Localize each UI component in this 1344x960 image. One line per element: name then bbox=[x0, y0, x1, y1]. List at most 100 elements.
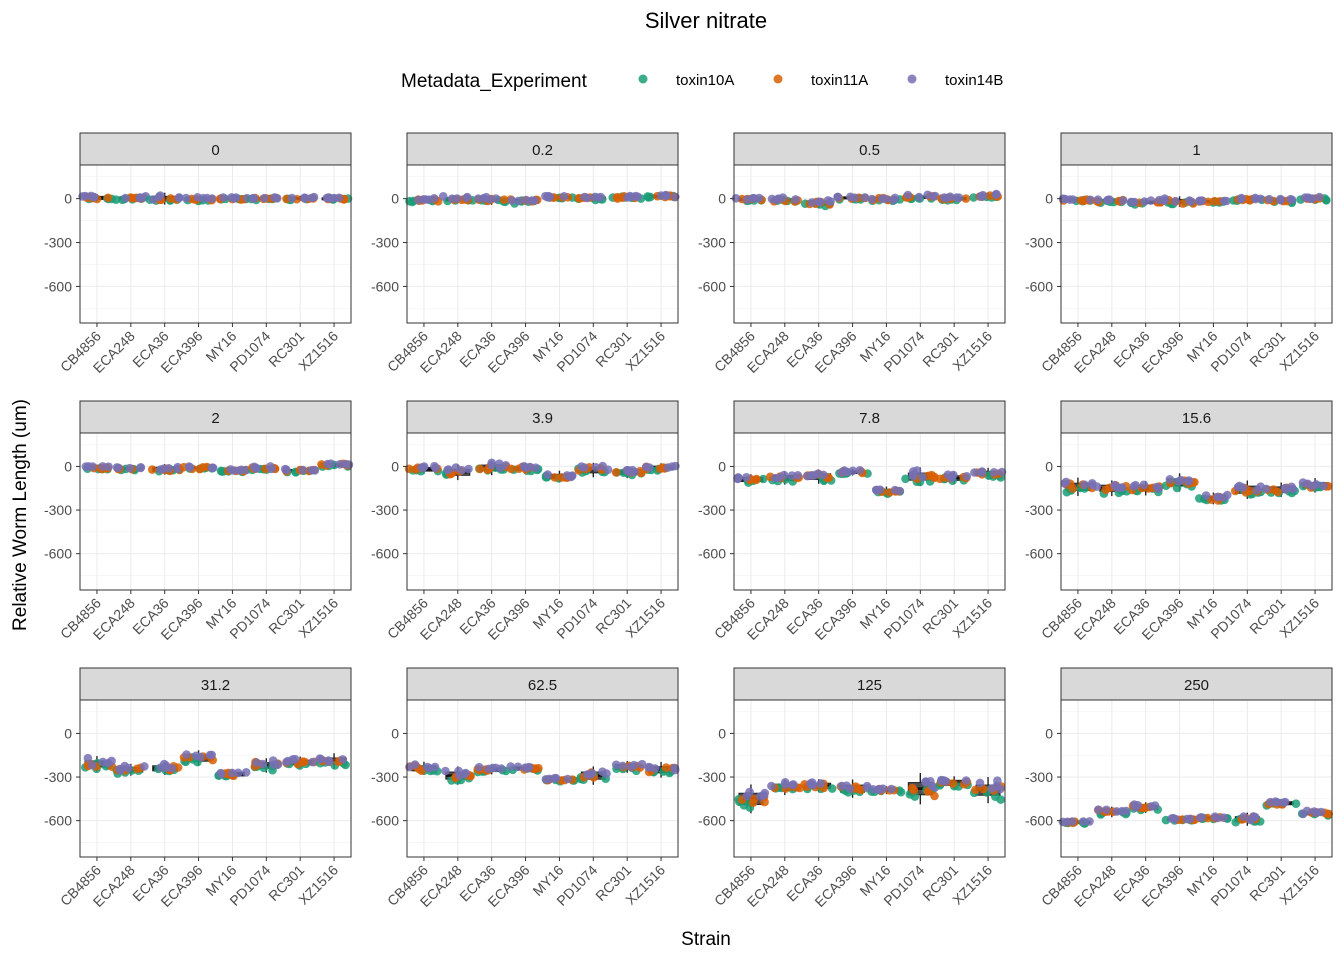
data-point-toxin14B bbox=[1152, 482, 1162, 492]
data-point-toxin14B bbox=[975, 778, 985, 788]
data-point-toxin14B bbox=[912, 466, 922, 475]
data-point-toxin14B bbox=[1165, 475, 1175, 484]
facet-strip bbox=[79, 132, 352, 166]
y-tick-label: 0 bbox=[1045, 725, 1053, 741]
data-point-toxin14B bbox=[298, 465, 308, 475]
y-tick-label: -300 bbox=[1025, 235, 1053, 251]
facet-panel: 0.20-300-600CB4856ECA248ECA36ECA396MY16P… bbox=[371, 132, 680, 376]
data-point-toxin14B bbox=[308, 757, 317, 767]
panel-border bbox=[406, 699, 679, 858]
data-point-toxin11A bbox=[971, 785, 980, 795]
panel-background bbox=[80, 700, 351, 857]
data-point-toxin14B bbox=[875, 485, 885, 495]
data-point-toxin14B bbox=[559, 192, 569, 201]
data-point-toxin14B bbox=[807, 198, 817, 207]
data-point-toxin14B bbox=[316, 755, 326, 764]
data-point-toxin14B bbox=[1315, 192, 1324, 202]
data-point-toxin14B bbox=[582, 770, 592, 779]
facet-label: 250 bbox=[1184, 677, 1209, 694]
data-point-toxin14B bbox=[1086, 195, 1095, 205]
legend: Metadata_Experiment toxin10A toxin11A toxi… bbox=[401, 71, 1003, 92]
y-tick-label: -600 bbox=[44, 813, 72, 829]
data-point-toxin14B bbox=[563, 774, 572, 784]
data-point-toxin14B bbox=[307, 193, 316, 203]
y-tick-label: -600 bbox=[371, 813, 399, 829]
data-point-toxin14B bbox=[227, 768, 237, 778]
data-point-toxin14B bbox=[229, 466, 238, 475]
data-point-toxin14B bbox=[219, 193, 228, 202]
data-point-toxin14B bbox=[962, 472, 972, 481]
data-point-toxin14B bbox=[567, 471, 577, 480]
data-point-toxin14B bbox=[1286, 194, 1295, 204]
data-point-toxin14B bbox=[182, 750, 191, 759]
data-point-toxin14B bbox=[1146, 196, 1156, 205]
facet-strip bbox=[406, 667, 679, 701]
data-point-toxin14B bbox=[846, 192, 855, 202]
data-point-toxin10A bbox=[901, 474, 910, 484]
y-tick-label: 0 bbox=[391, 458, 399, 474]
data-point-toxin10A bbox=[1291, 799, 1301, 808]
data-point-toxin14B bbox=[1112, 807, 1122, 816]
data-point-toxin14B bbox=[121, 193, 130, 203]
facet-strip bbox=[406, 400, 679, 434]
data-point-toxin14B bbox=[742, 473, 751, 482]
data-point-toxin14B bbox=[249, 194, 259, 203]
panel-border bbox=[79, 164, 352, 324]
data-point-toxin14B bbox=[598, 461, 607, 471]
data-point-toxin14B bbox=[338, 755, 348, 764]
panel-border bbox=[79, 432, 352, 591]
panel-background bbox=[734, 165, 1005, 323]
data-point-toxin14B bbox=[125, 463, 135, 473]
facet-strip bbox=[733, 132, 1006, 166]
y-axis-title: Relative Worm Length (um) bbox=[10, 399, 31, 631]
data-point-toxin11A bbox=[475, 464, 485, 474]
data-point-toxin14B bbox=[322, 193, 332, 203]
panel-background bbox=[80, 433, 351, 590]
data-point-toxin14B bbox=[970, 468, 979, 477]
facet-panel: 62.50-300-600CB4856ECA248ECA36ECA396MY16… bbox=[371, 667, 680, 910]
y-tick-label: 0 bbox=[391, 725, 399, 741]
data-point-toxin14B bbox=[745, 787, 754, 797]
data-point-toxin14B bbox=[881, 194, 891, 204]
data-point-toxin14B bbox=[583, 193, 592, 203]
data-point-toxin14B bbox=[252, 758, 261, 767]
data-point-toxin14B bbox=[1079, 817, 1088, 826]
facet-label: 2 bbox=[211, 410, 219, 427]
data-point-toxin14B bbox=[1210, 812, 1220, 821]
data-point-toxin14B bbox=[1222, 196, 1231, 206]
y-tick-label: -600 bbox=[44, 546, 72, 562]
facet-panel: 0.50-300-600CB4856ECA248ECA36ECA396MY16P… bbox=[698, 132, 1006, 376]
data-point-toxin14B bbox=[1171, 196, 1180, 206]
facet-label: 0 bbox=[211, 142, 219, 159]
panel-background bbox=[734, 433, 1005, 590]
facet-label: 1 bbox=[1192, 142, 1200, 159]
data-point-toxin14B bbox=[887, 784, 896, 794]
data-point-toxin14B bbox=[84, 462, 93, 471]
data-point-toxin14B bbox=[414, 195, 423, 205]
data-point-toxin14B bbox=[207, 750, 216, 760]
facet-panels: 00-300-600CB4856ECA248ECA36ECA396MY16PD1… bbox=[44, 132, 1333, 910]
y-tick-label: -300 bbox=[1025, 502, 1053, 518]
data-point-toxin14B bbox=[1080, 480, 1089, 490]
data-point-toxin10A bbox=[759, 474, 768, 484]
data-point-toxin14B bbox=[987, 784, 997, 793]
data-point-toxin14B bbox=[266, 462, 275, 471]
data-point-toxin14B bbox=[760, 788, 770, 798]
data-point-toxin14B bbox=[441, 766, 450, 776]
data-point-toxin14B bbox=[1251, 193, 1260, 203]
data-point-toxin14B bbox=[541, 775, 551, 784]
facet-panel: 2500-300-600CB4856ECA248ECA36ECA396MY16P… bbox=[1025, 667, 1333, 910]
legend-key-toxin14B bbox=[907, 74, 917, 84]
panel-border bbox=[1060, 164, 1333, 324]
data-point-toxin14B bbox=[521, 463, 530, 472]
y-tick-label: -300 bbox=[371, 769, 399, 785]
data-point-toxin14B bbox=[1085, 817, 1094, 826]
data-point-toxin14B bbox=[618, 761, 627, 771]
data-point-toxin11A bbox=[661, 763, 671, 772]
data-point-toxin14B bbox=[733, 474, 742, 484]
y-tick-label: -600 bbox=[698, 546, 726, 562]
data-point-toxin14B bbox=[840, 466, 849, 475]
data-point-toxin11A bbox=[655, 464, 665, 474]
data-point-toxin14B bbox=[1298, 478, 1308, 487]
